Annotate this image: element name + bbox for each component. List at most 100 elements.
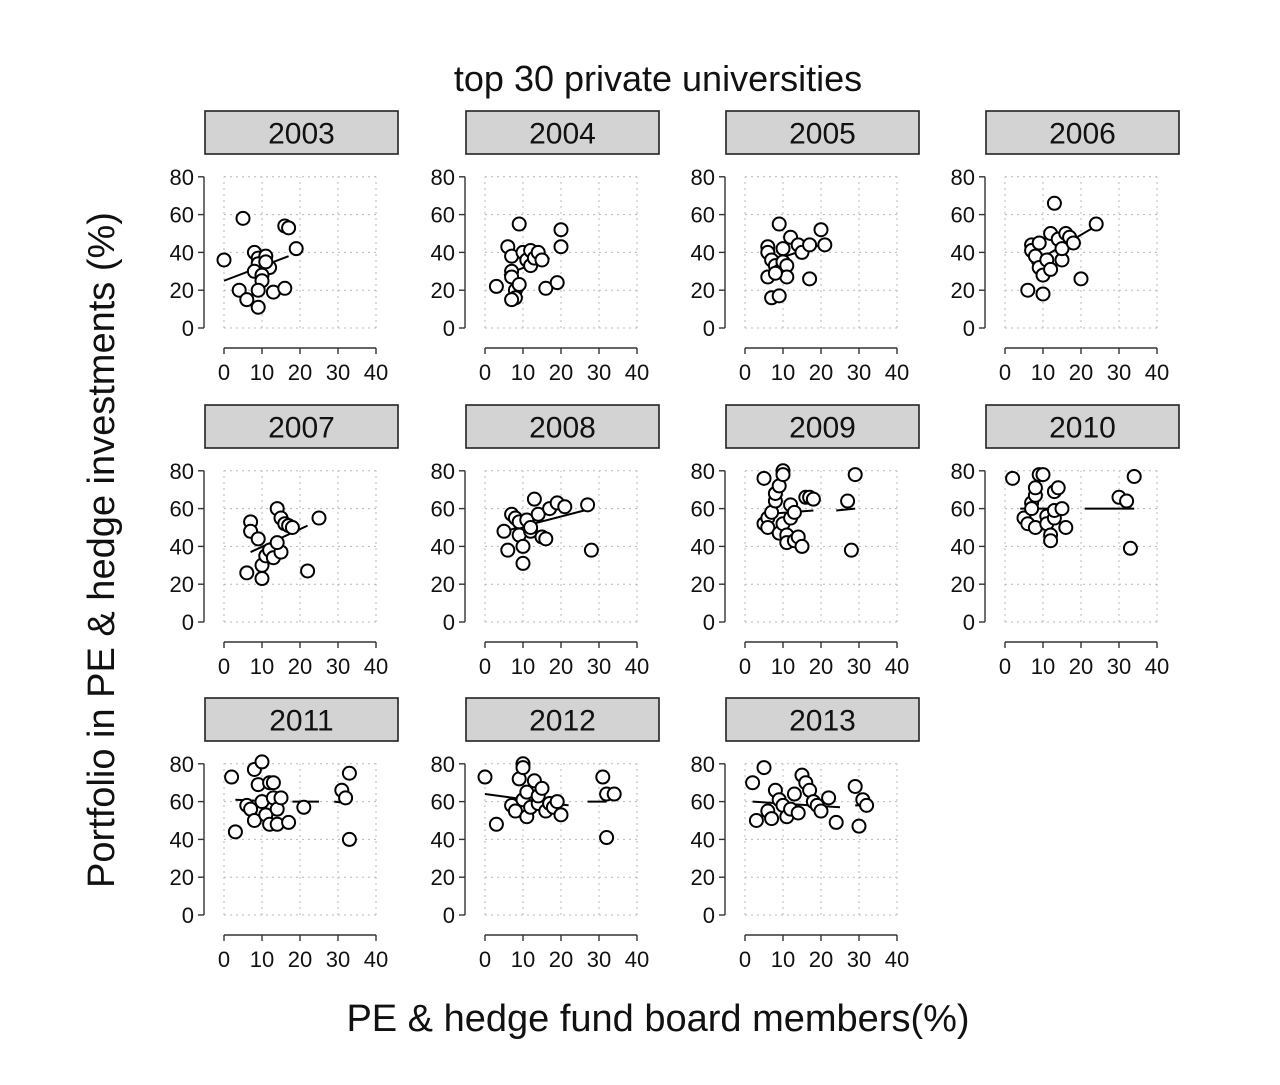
data-point [756,470,772,486]
y-tick-label: 0 [182,316,194,341]
y-tick-label: 40 [951,240,975,265]
y-tick-label: 80 [951,459,975,484]
y-tick-label: 80 [691,459,715,484]
data-point [515,555,531,571]
data-point [1122,540,1138,556]
x-tick-label: 10 [771,360,795,385]
y-tick-label: 0 [703,903,715,928]
data-point [1073,271,1089,287]
panel-2003: 2003 0 20 40 60 80 0 10 20 30 40 [170,110,399,385]
data-point [515,760,531,776]
panel-strip-label: 2007 [268,412,335,445]
x-tick-label: 0 [218,360,230,385]
y-tick-label: 60 [170,203,194,228]
y-tick-label: 80 [170,459,194,484]
data-point [595,769,611,785]
x-tick-label: 10 [511,654,535,679]
data-point [847,778,863,794]
data-point [1088,216,1104,232]
data-point [549,794,565,810]
y-tick-label: 0 [703,610,715,635]
panel-2009: 2009 0 20 40 60 80 0 10 20 30 40 [691,404,920,679]
y-tick-label: 20 [170,865,194,890]
data-point [311,510,327,526]
x-tick-label: 10 [511,947,535,972]
panel-strip [204,110,399,155]
x-tick-label: 0 [218,947,230,972]
x-tick-label: 10 [1031,360,1055,385]
y-tick-label: 60 [431,203,455,228]
x-tick-label: 20 [549,947,573,972]
data-point [227,824,243,840]
y-tick-label: 40 [170,827,194,852]
y-tick-label: 40 [431,240,455,265]
y-tick-label: 40 [691,534,715,559]
x-tick-label: 40 [1145,654,1169,679]
y-tick-label: 0 [963,610,975,635]
x-tick-label: 10 [771,947,795,972]
y-tick-label: 20 [691,278,715,303]
x-tick-label: 40 [885,360,909,385]
chart-title: top 30 private universities [454,58,862,99]
data-point [775,467,791,483]
data-point [1043,261,1059,277]
data-point [794,538,810,554]
panel-2011: 2011 0 20 40 60 80 0 10 20 30 40 [170,697,399,972]
y-tick-label: 60 [951,497,975,522]
panel-strip-label: 2009 [789,412,856,445]
y-tick-label: 80 [170,165,194,190]
data-point [1020,282,1036,298]
data-point [1031,235,1047,251]
data-point [606,786,622,802]
data-point [277,280,293,296]
x-tick-label: 20 [809,947,833,972]
data-point [341,831,357,847]
data-point [583,542,599,558]
panel-strip-label: 2004 [529,118,596,151]
data-point [281,220,297,236]
data-point [851,818,867,834]
data-point [511,216,527,232]
x-tick-label: 20 [809,360,833,385]
x-tick-label: 20 [549,654,573,679]
data-point [767,265,783,281]
panel-strip [465,404,660,449]
x-tick-label: 40 [625,654,649,679]
panel-strip-label: 2008 [529,412,596,445]
panel-strip [725,110,920,155]
x-tick-label: 0 [739,360,751,385]
y-tick-label: 20 [170,278,194,303]
data-point [281,814,297,830]
x-tick-label: 40 [364,360,388,385]
data-point [748,813,764,828]
x-tick-label: 20 [549,360,573,385]
data-point [786,504,802,520]
data-point [269,535,285,551]
data-point [821,790,837,806]
y-tick-label: 80 [691,165,715,190]
x-tick-label: 30 [587,947,611,972]
data-point [250,531,266,547]
data-point [1126,468,1142,484]
data-point [817,237,833,253]
data-point [258,254,274,270]
data-point [296,799,312,815]
y-tick-label: 80 [431,165,455,190]
x-tick-label: 0 [999,360,1011,385]
y-tick-label: 0 [703,316,715,341]
y-tick-label: 20 [951,278,975,303]
data-point [1043,533,1059,549]
data-point [549,275,565,291]
panel-strip [985,110,1180,155]
x-tick-label: 40 [625,947,649,972]
y-tick-label: 60 [691,790,715,815]
panel-strip [204,697,399,742]
data-point [250,282,266,298]
y-tick-label: 0 [443,316,455,341]
data-point [557,499,573,515]
panel-strip-label: 2011 [269,705,334,738]
data-point [500,542,516,558]
x-tick-label: 30 [326,947,350,972]
x-tick-label: 20 [809,654,833,679]
x-tick-label: 40 [885,947,909,972]
